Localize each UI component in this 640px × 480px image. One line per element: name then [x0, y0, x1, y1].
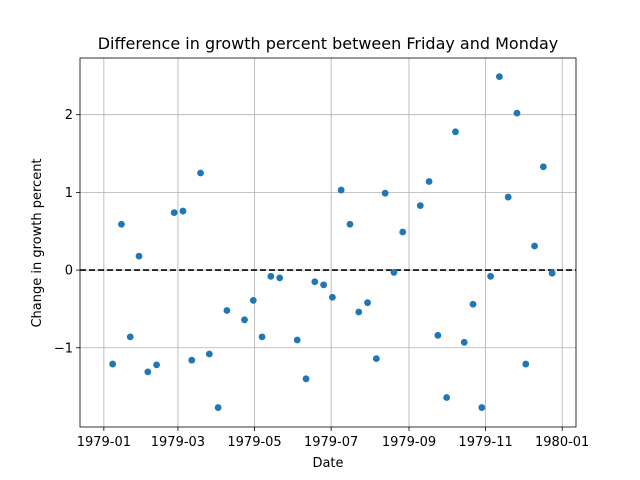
data-point [390, 269, 398, 276]
data-point [118, 220, 125, 228]
x-tick-label: 1980-01 [535, 435, 589, 450]
data-point [293, 336, 301, 344]
data-point [452, 128, 459, 136]
x-tick-label: 1979-05 [227, 435, 281, 450]
data-point [197, 169, 204, 177]
data-point [381, 189, 389, 197]
data-point [249, 296, 257, 304]
data-point [531, 242, 538, 250]
data-point [548, 269, 556, 277]
y-tick-label: 1 [65, 186, 73, 201]
plot-area-frame [79, 57, 577, 428]
data-point [364, 299, 371, 307]
data-point [205, 350, 213, 358]
data-point [320, 281, 328, 289]
chart-title: Difference in growth percent between Fri… [98, 34, 559, 53]
data-point [372, 355, 380, 363]
data-point [434, 331, 442, 339]
data-point [416, 202, 424, 210]
data-point [153, 361, 160, 369]
data-point [513, 109, 521, 117]
y-axis-label: Change in growth percent [30, 158, 45, 327]
data-point [170, 209, 178, 216]
x-tick-label: 1979-09 [382, 435, 436, 450]
data-point [425, 178, 433, 185]
data-point [135, 252, 143, 260]
data-point [496, 73, 503, 81]
x-tick-label: 1979-01 [77, 435, 131, 450]
data-point [188, 356, 196, 364]
data-point [478, 404, 486, 411]
data-point [399, 228, 407, 236]
y-tick-label: −1 [54, 341, 73, 356]
data-point [355, 308, 363, 316]
data-point [346, 220, 354, 228]
data-point [504, 193, 512, 201]
data-point [267, 272, 275, 280]
y-tick-label: 0 [65, 264, 73, 279]
data-points [109, 73, 556, 411]
data-point [460, 338, 468, 346]
data-point [522, 360, 530, 368]
data-point [302, 375, 310, 383]
data-point [539, 163, 547, 171]
data-point [337, 186, 345, 194]
data-point [469, 300, 477, 308]
data-point [214, 404, 222, 411]
data-point [223, 307, 231, 314]
y-axis-ticks: −1 0 1 2 [54, 108, 80, 356]
data-point [487, 272, 495, 280]
data-point [311, 278, 319, 286]
data-point [258, 333, 266, 341]
data-point [179, 207, 187, 215]
data-point [443, 394, 451, 401]
x-tick-label: 1979-07 [304, 435, 358, 450]
data-point [328, 293, 336, 301]
data-point [144, 368, 152, 376]
x-axis-ticks: 1979-01 1979-03 1979-05 1979-07 1979-09 1979-… [77, 427, 589, 450]
x-axis-label: Date [312, 456, 343, 471]
data-point [276, 274, 284, 282]
y-tick-label: 2 [65, 108, 73, 123]
data-point [241, 316, 248, 324]
data-point [126, 333, 134, 341]
data-point [109, 360, 117, 368]
x-tick-label: 1979-03 [151, 435, 205, 450]
grid-lines [80, 58, 576, 427]
x-tick-label: 1979-11 [458, 435, 512, 450]
